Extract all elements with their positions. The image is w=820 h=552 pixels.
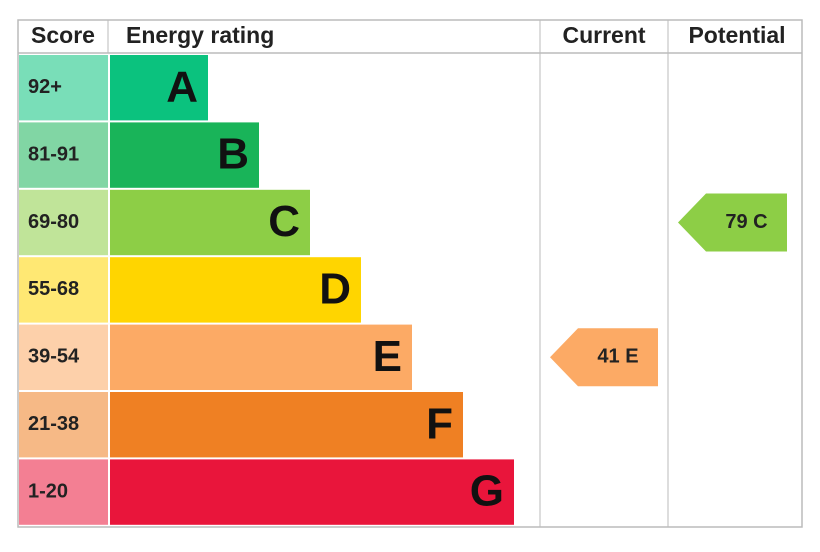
frame [17,19,803,528]
band-bar [110,122,259,188]
band-letter: E [373,332,402,381]
band-score: 69-80 [28,211,79,233]
score-cell [19,459,108,525]
score-cell [19,257,108,323]
header-current: Current [562,22,645,48]
score-cell [19,189,108,256]
band-letter: G [470,467,504,516]
header-potential: Potential [688,22,785,48]
band-bar [110,459,514,525]
band-bar [110,392,463,458]
header-score: Score [31,22,95,48]
score-cell [19,55,108,121]
band-score: 1-20 [28,480,68,502]
band-letter: B [217,130,249,179]
band-bar [110,257,361,323]
band-score: 92+ [28,76,62,98]
rating-label: 79 C [725,211,767,233]
header-rating: Energy rating [126,22,274,48]
score-cell [19,324,108,390]
band-bar [110,55,208,121]
band-score: 81-91 [28,143,79,165]
band-score: 21-38 [28,413,79,435]
band-letter: C [268,197,300,246]
band-letter: F [426,399,453,448]
band-letter: D [319,265,351,314]
band-bar [110,189,310,256]
rating-arrow [678,193,787,252]
score-cell [19,392,108,458]
rating-label: 41 E [597,346,638,368]
band-score: 39-54 [28,346,80,368]
band-score: 55-68 [28,278,79,300]
rating-arrow [550,328,658,387]
band-bar [110,324,412,390]
score-cell [19,122,108,188]
band-letter: A [166,62,198,111]
